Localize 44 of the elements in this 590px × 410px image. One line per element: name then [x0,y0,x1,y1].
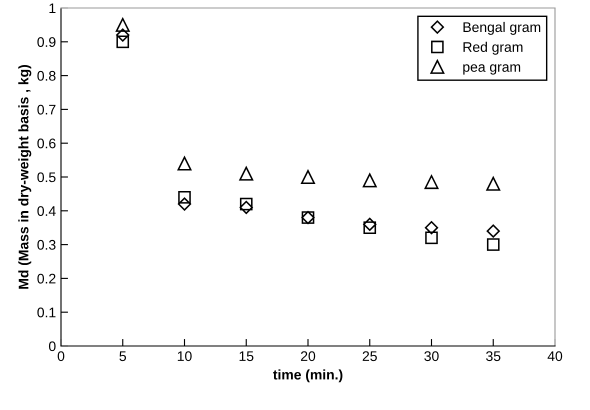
point [178,197,192,211]
point [240,200,253,214]
point [300,170,316,184]
x-tick-label: 25 [362,351,377,362]
y-axis-title: Md (Mass in dry-weight basis , kg) [18,65,32,289]
point [177,156,192,170]
legend-label: Red gram [464,42,522,55]
point [116,35,130,48]
y-tick-label: 0 [48,341,56,352]
point [116,28,130,42]
x-tick-label: 10 [178,351,192,362]
point [424,221,438,234]
x-tick-label: 20 [300,351,316,362]
point [486,238,500,251]
x-tick-label: 35 [486,351,500,362]
point [424,175,439,190]
point [240,198,253,210]
point [362,173,377,188]
point [425,232,438,244]
legend-label: pea gram [463,64,520,75]
point [363,221,376,234]
point [363,218,376,231]
y-tick-label: 1 [49,3,56,14]
y-tick-label: 0.2 [37,274,56,284]
x-tick-label: 0 [58,351,64,362]
point [486,176,500,191]
y-tick-label: 0.5 [37,172,56,182]
x-tick-label: 15 [240,351,254,362]
y-tick-label: 0.8 [37,70,56,81]
point [486,224,500,238]
x-tick-label: 30 [424,351,439,362]
y-tick-label: 0.9 [37,37,56,47]
x-tick-label: 5 [119,351,126,362]
point [178,190,191,204]
x-tick-label: 40 [548,351,562,362]
y-tick-label: 0.3 [37,240,56,250]
y-tick-label: 0.7 [37,104,56,115]
y-tick-label: 0.1 [37,308,56,318]
y-tick-label: 0.6 [37,138,56,148]
point [239,166,254,181]
legend-label: Bengal gram [464,22,540,35]
point [116,18,130,32]
y-tick-label: 0.4 [37,206,56,216]
x-axis-title: time (min.) [273,369,342,382]
